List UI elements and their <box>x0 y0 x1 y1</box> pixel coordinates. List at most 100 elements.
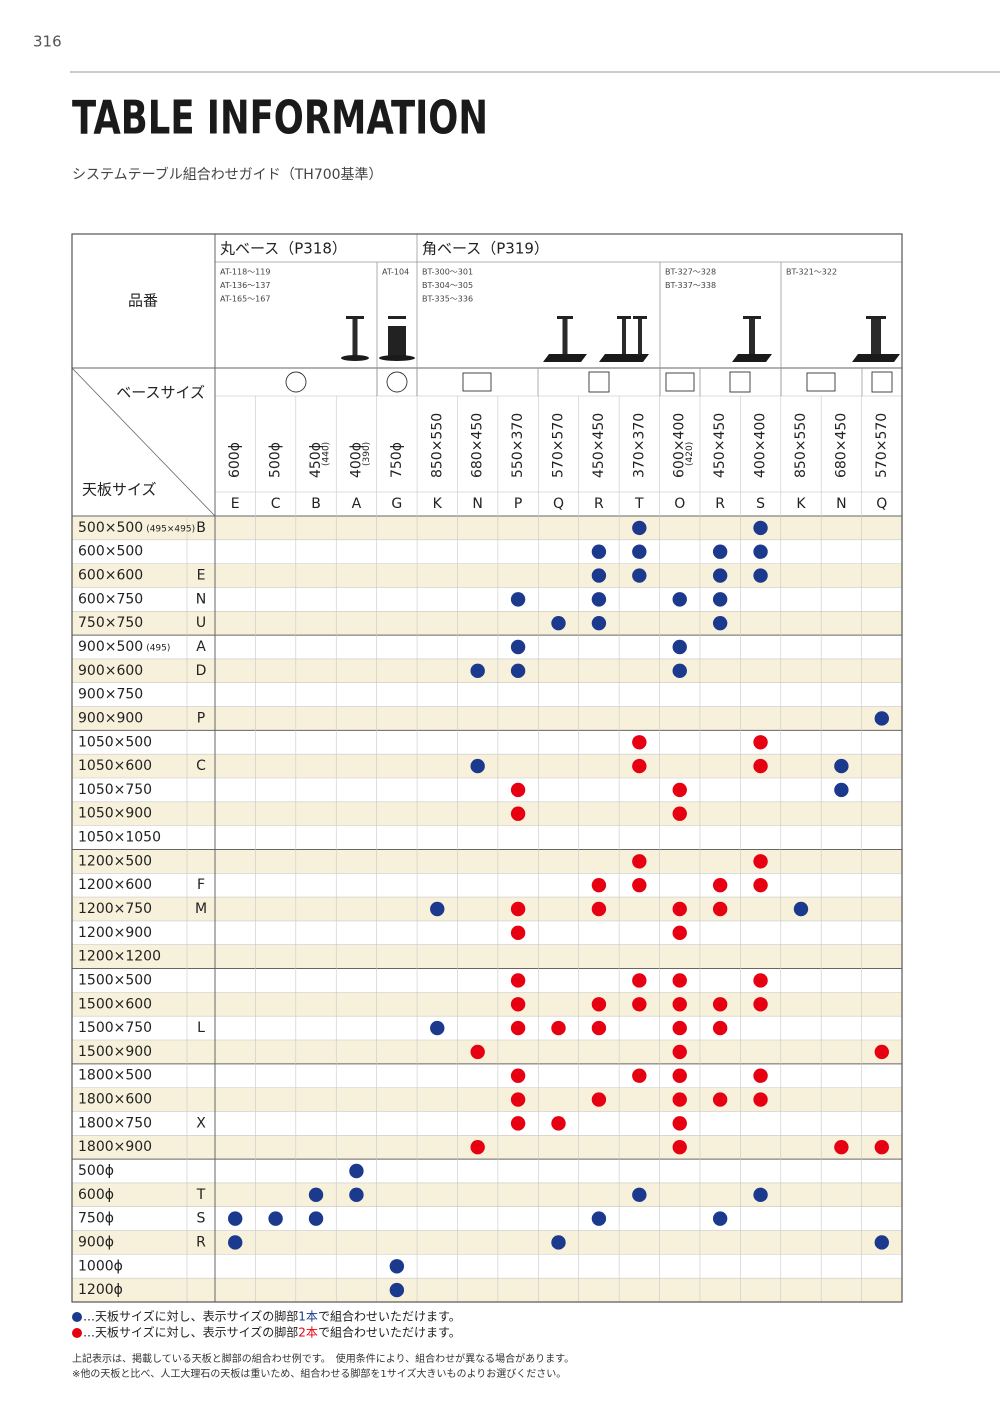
combination-dot <box>632 854 647 869</box>
combination-dot <box>510 1116 526 1131</box>
combination-dot <box>632 735 647 750</box>
legend-count: 2本 <box>298 1326 318 1340</box>
combination-dot <box>632 877 647 893</box>
column-code: R <box>715 496 725 512</box>
combination-dot <box>510 1068 526 1083</box>
subtitle: システムテーブル組合わせガイド（TH700基準） <box>72 166 383 183</box>
legend-text: で組合わせいただけます。 <box>318 1309 461 1324</box>
row-bg <box>72 1135 902 1160</box>
combination-dot <box>591 1092 607 1107</box>
row-label: 1800×600 <box>78 1092 152 1108</box>
combination-dot <box>591 997 607 1012</box>
row-bg <box>72 1087 902 1112</box>
column-size: 450ϕ <box>308 442 324 478</box>
base-shape <box>386 371 408 393</box>
column-code: A <box>352 496 362 512</box>
leg-icon <box>346 316 364 319</box>
combination-dot <box>874 1139 889 1155</box>
row-label: 1200ϕ <box>78 1282 123 1298</box>
header-label: 品番 <box>128 292 158 310</box>
row-bg <box>72 611 902 636</box>
combination-dot <box>551 1235 566 1250</box>
combination-dot <box>591 901 607 917</box>
combination-dot <box>712 1211 728 1226</box>
combination-dot <box>228 1211 243 1226</box>
title: TABLE INFORMATION <box>72 91 488 145</box>
combination-dot <box>672 901 687 917</box>
column-size: 680×450 <box>833 413 849 478</box>
row-label: 1800×500 <box>78 1068 152 1084</box>
row-bg <box>72 1182 902 1207</box>
column-size: 850×550 <box>429 413 445 478</box>
row-label: 600×600 <box>78 568 143 584</box>
model-number: AT-104 <box>382 268 409 277</box>
model-number: BT-321～322 <box>786 268 837 277</box>
leg-icon <box>852 354 900 362</box>
table-border <box>71 233 903 1303</box>
combination-dot <box>228 1235 243 1250</box>
combination-dot <box>591 592 607 607</box>
legend-dot <box>72 1328 82 1338</box>
combination-dot <box>430 901 445 917</box>
leg-icon <box>622 319 626 356</box>
model-number: BT-335～336 <box>422 295 473 304</box>
combination-dot <box>591 1211 607 1226</box>
column-size: 400×400 <box>753 413 769 478</box>
row-code: R <box>196 1234 206 1250</box>
leg-icon <box>749 319 755 356</box>
combination-dot <box>632 1068 647 1083</box>
leg-icon <box>634 354 646 362</box>
row-label: 1500×500 <box>78 972 152 988</box>
row-label: 1050×500 <box>78 734 152 750</box>
combination-dot <box>874 1235 889 1250</box>
note: 上記表示は、掲載している天板と脚部の組合わせ例です。 使用条件により、組合わせが… <box>72 1352 574 1365</box>
column-code: C <box>271 496 281 512</box>
combination-dot <box>551 1116 566 1131</box>
row-label: 900×750 <box>78 687 143 703</box>
row-label: 1200×1200 <box>78 949 161 965</box>
combination-dot <box>712 544 728 559</box>
row-label: 900×600 <box>78 663 143 679</box>
combination-dot <box>712 997 728 1012</box>
leg-icon <box>866 316 886 319</box>
model-number: AT-165～167 <box>220 295 270 304</box>
row-label-note: (495) <box>146 644 170 654</box>
leg-icon <box>871 319 881 356</box>
combination-dot <box>672 1044 687 1060</box>
column-size: 600ϕ <box>227 442 243 478</box>
row-label: 1200×500 <box>78 853 152 869</box>
row-bg <box>72 801 902 826</box>
combination-dot <box>632 1187 647 1203</box>
row-bg <box>72 516 902 540</box>
column-code: E <box>231 496 240 512</box>
combination-dot <box>389 1282 405 1298</box>
corner-top: ベースサイズ <box>116 384 205 402</box>
combination-dot <box>753 758 768 774</box>
combination-dot <box>874 1044 889 1060</box>
row-label: 900×900 <box>78 710 143 726</box>
column-code: Q <box>553 496 564 512</box>
combination-dot <box>349 1187 364 1203</box>
column-size-note: (420) <box>685 442 695 466</box>
group-name: 丸ベース（P318） <box>220 240 347 258</box>
column-size: 400ϕ <box>348 442 364 478</box>
row-label: 1050×1050 <box>78 830 161 846</box>
leg-icon <box>562 319 568 356</box>
combination-dot <box>672 997 687 1012</box>
note: ※他の天板と比べ、人工大理石の天板は重いため、組合わせる脚部を1サイズ大きいもの… <box>72 1367 566 1380</box>
row-bg <box>72 1230 902 1255</box>
page-number: 316 <box>33 33 62 51</box>
combination-dot <box>834 782 849 798</box>
combination-dot <box>510 592 526 607</box>
row-label: 500ϕ <box>78 1163 114 1179</box>
row-code: U <box>196 615 206 631</box>
row-code: D <box>196 663 207 679</box>
row-label: 1500×600 <box>78 996 152 1012</box>
model-number: BT-327～328 <box>665 268 716 277</box>
combination-dot <box>753 1068 768 1083</box>
row-label: 1800×900 <box>78 1139 152 1155</box>
row-code: A <box>196 639 206 655</box>
row-label: 1050×750 <box>78 782 152 798</box>
combination-dot <box>672 925 687 941</box>
